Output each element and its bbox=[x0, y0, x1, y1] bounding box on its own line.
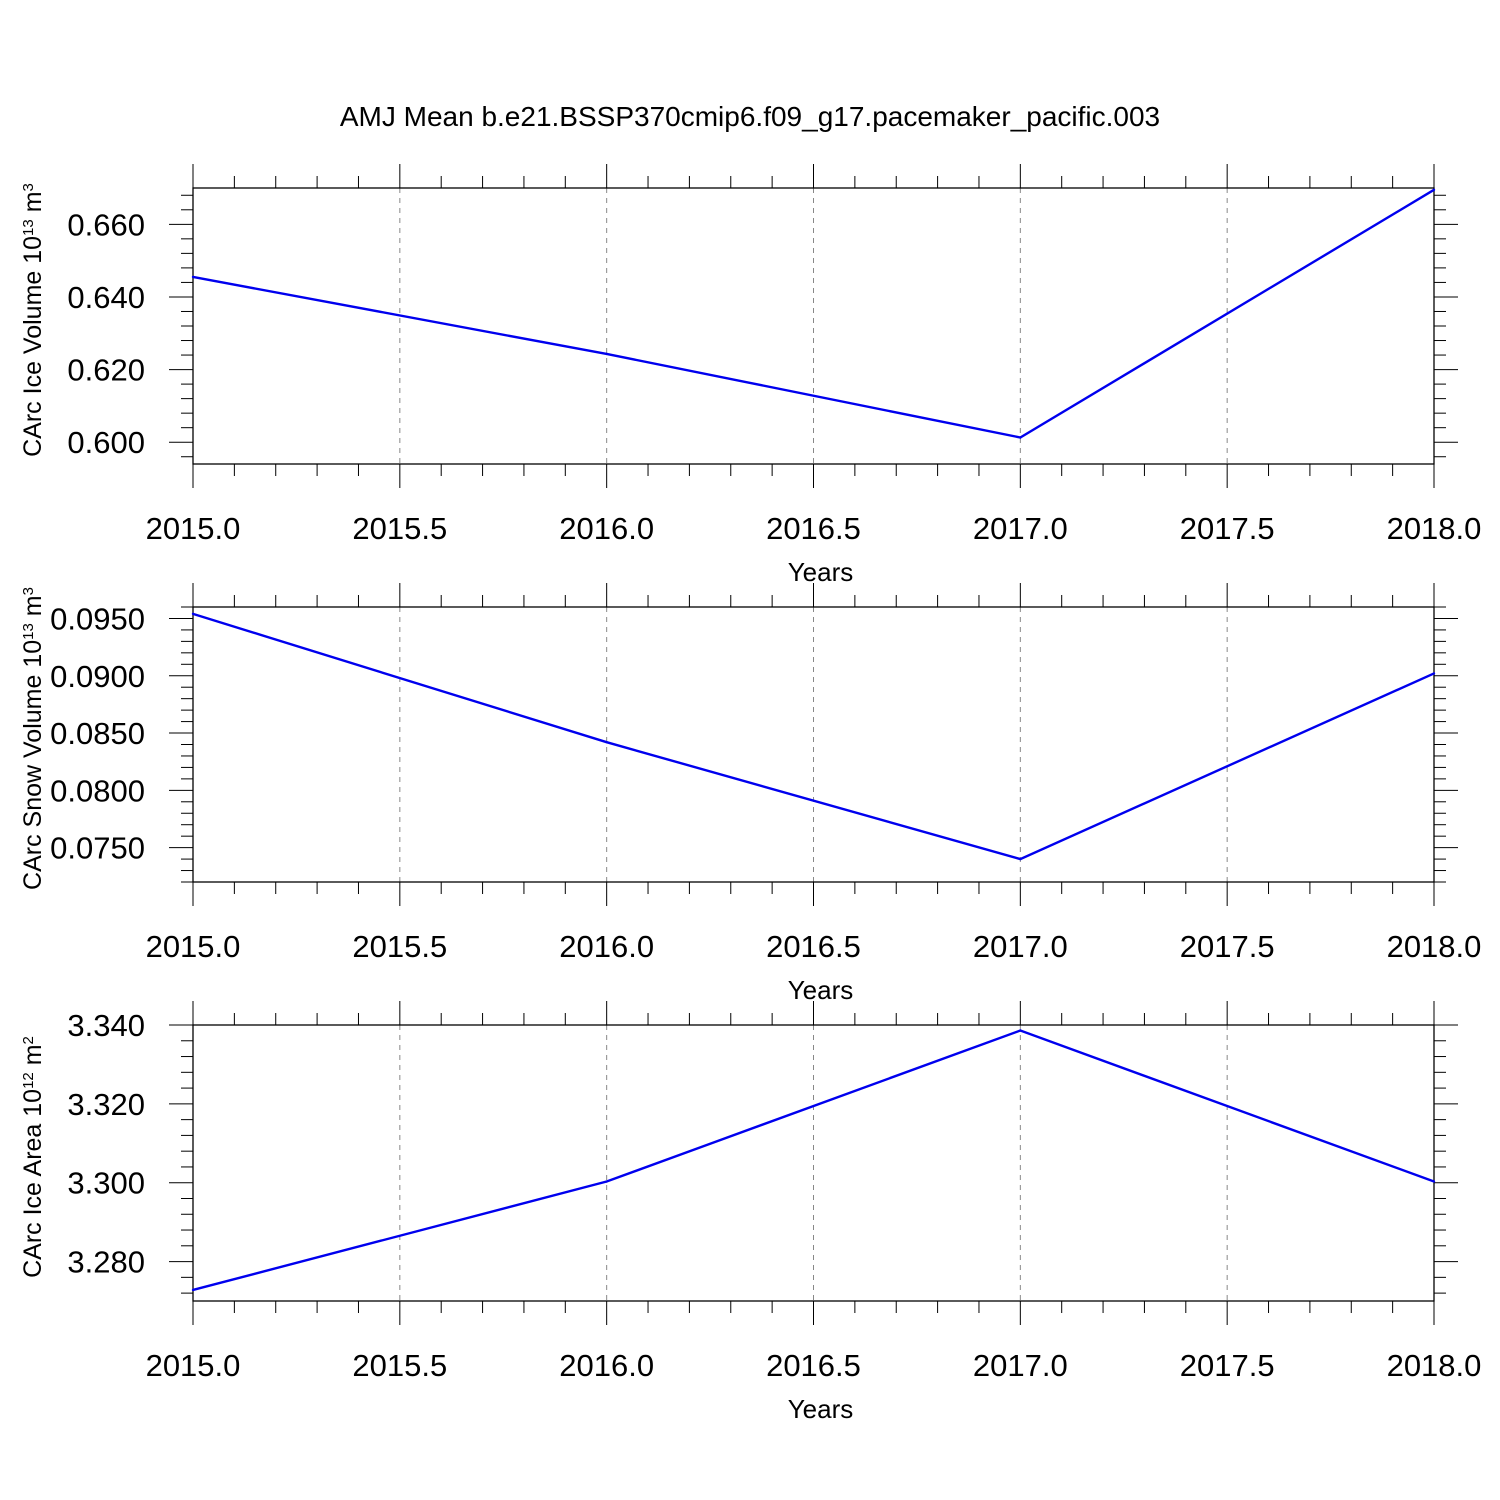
y-tick-label: 0.0800 bbox=[50, 773, 145, 808]
data-point bbox=[191, 1288, 195, 1292]
y-tick-label: 0.660 bbox=[67, 207, 145, 242]
x-tick-label: 2018.0 bbox=[1387, 929, 1482, 964]
chart-title: AMJ Mean b.e21.BSSP370cmip6.f09_g17.pace… bbox=[340, 101, 1160, 132]
x-tick-label: 2015.5 bbox=[352, 1348, 447, 1383]
panel-2: 2015.0 2015.5 2016.0 2016.5 2017.0 2017.5 2018… bbox=[19, 583, 1481, 1005]
y-tick-label: 3.280 bbox=[67, 1245, 145, 1280]
y-tick-label: 3.300 bbox=[67, 1166, 145, 1201]
x-tick-label: 2016.0 bbox=[559, 511, 654, 546]
y-axis-label: CArc Ice Volume 1013 m3 bbox=[19, 183, 47, 457]
y-axis-label: CArc Ice Area 1012 m2 bbox=[19, 1036, 47, 1278]
data-point bbox=[1432, 672, 1436, 675]
y-label-text: CArc Ice Area 10 bbox=[19, 1089, 47, 1278]
data-point bbox=[1432, 1180, 1436, 1183]
x-tick-label: 2016.5 bbox=[766, 1348, 861, 1383]
y-label-unit-exponent: 3 bbox=[20, 587, 37, 595]
data-point bbox=[1432, 188, 1436, 192]
x-tick-label: 2016.5 bbox=[766, 929, 861, 964]
y-tick-label: 0.0900 bbox=[50, 659, 145, 694]
x-tick-label: 2017.5 bbox=[1180, 929, 1275, 964]
x-axis-label: Years bbox=[788, 1394, 854, 1424]
x-tick-label: 2015.5 bbox=[352, 511, 447, 546]
y-label-exponent: 13 bbox=[20, 623, 37, 640]
y-label-unit-exponent: 3 bbox=[20, 183, 37, 191]
series-line-1 bbox=[192, 612, 1435, 861]
x-tick-label: 2017.5 bbox=[1180, 511, 1275, 546]
data-point bbox=[1019, 1029, 1022, 1032]
data-point bbox=[1019, 436, 1022, 439]
x-tick-label: 2018.0 bbox=[1387, 511, 1482, 546]
series-line-1 bbox=[192, 1029, 1435, 1292]
x-tick-label: 2016.5 bbox=[766, 511, 861, 546]
x-tick-label: 2015.0 bbox=[146, 1348, 241, 1383]
y-label-unit-exponent: 2 bbox=[20, 1036, 37, 1044]
x-tick-label: 2017.0 bbox=[973, 1348, 1068, 1383]
y-tick-label: 0.640 bbox=[67, 280, 145, 315]
data-point bbox=[605, 1180, 608, 1183]
y-label-text: CArc Snow Volume 10 bbox=[19, 640, 47, 890]
x-tick-label: 2017.0 bbox=[973, 929, 1068, 964]
panels: 2015.0 2015.5 2016.0 2016.5 2017.0 2017.5 2018… bbox=[19, 164, 1481, 1424]
y-label-exponent: 12 bbox=[20, 1072, 37, 1089]
data-point bbox=[1019, 857, 1022, 861]
y-tick-label: 0.0950 bbox=[50, 601, 145, 636]
x-tick-label: 2017.0 bbox=[973, 511, 1068, 546]
x-tick-label: 2015.5 bbox=[352, 929, 447, 964]
y-tick-label: 0.0850 bbox=[50, 716, 145, 751]
x-axis-label: Years bbox=[788, 557, 854, 587]
x-tick-label: 2018.0 bbox=[1387, 1348, 1482, 1383]
data-point bbox=[605, 352, 608, 356]
x-tick-label: 2016.0 bbox=[559, 929, 654, 964]
y-label-unit: m bbox=[19, 191, 47, 219]
data-point bbox=[191, 612, 195, 616]
y-axis-label: CArc Snow Volume 1013 m3 bbox=[19, 587, 47, 890]
y-label-text: CArc Ice Volume 10 bbox=[19, 236, 47, 457]
y-label-unit: m bbox=[19, 595, 47, 623]
x-tick-label: 2015.0 bbox=[146, 929, 241, 964]
x-tick-label: 2017.5 bbox=[1180, 1348, 1275, 1383]
x-axis-label: Years bbox=[788, 975, 854, 1005]
y-tick-label: 3.320 bbox=[67, 1087, 145, 1122]
series-line-1 bbox=[192, 188, 1435, 439]
x-tick-label: 2016.0 bbox=[559, 1348, 654, 1383]
y-label-exponent: 13 bbox=[20, 219, 37, 236]
y-tick-label: 0.0750 bbox=[50, 831, 145, 866]
data-point bbox=[191, 275, 195, 279]
panel-1: 2015.0 2015.5 2016.0 2016.5 2017.0 2017.5 2018… bbox=[19, 164, 1481, 587]
x-tick-label: 2015.0 bbox=[146, 511, 241, 546]
panel-3: 2015.0 2015.5 2016.0 2016.5 2017.0 2017.5 2018… bbox=[19, 1001, 1481, 1424]
y-tick-label: 0.600 bbox=[67, 425, 145, 460]
y-tick-label: 0.620 bbox=[67, 353, 145, 388]
y-tick-label: 3.340 bbox=[67, 1008, 145, 1043]
y-label-unit: m bbox=[19, 1044, 47, 1072]
data-point bbox=[605, 741, 608, 744]
